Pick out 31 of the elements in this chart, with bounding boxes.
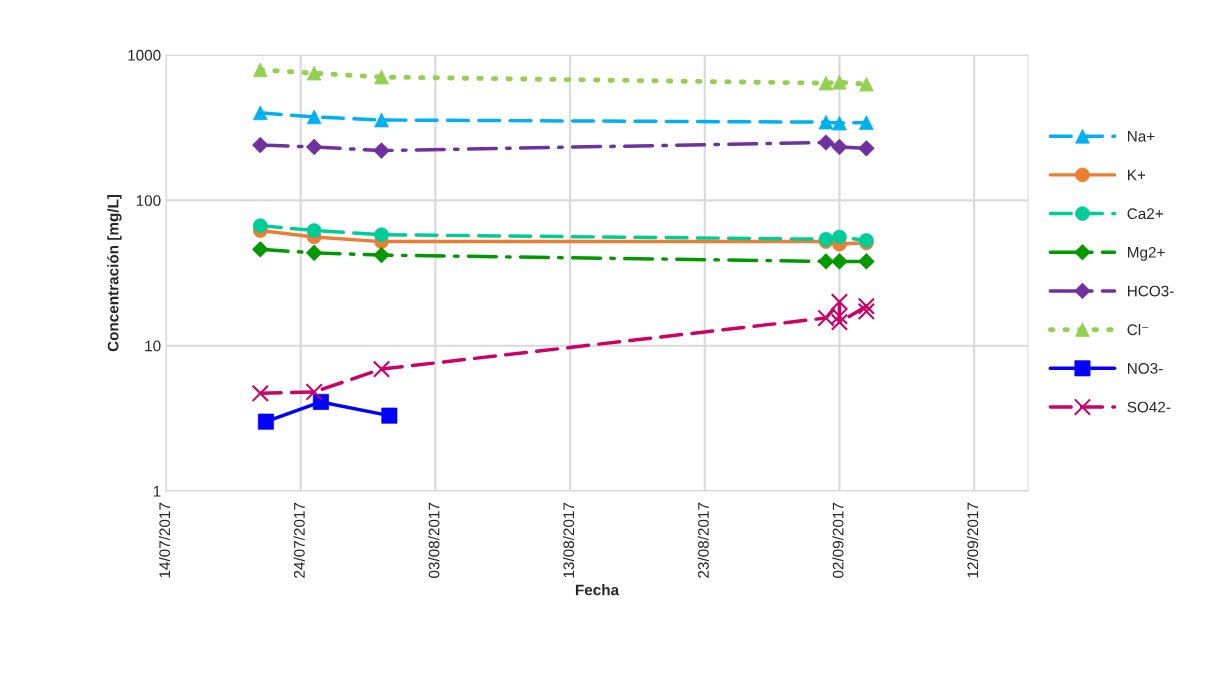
y-tick-label: 1: [153, 486, 161, 497]
point: [830, 313, 849, 331]
point: [857, 302, 876, 321]
legend-label: NO3-: [1128, 363, 1163, 374]
x-tick-label: 24/07/2017: [293, 502, 305, 578]
legend-label: K+: [1128, 169, 1146, 181]
legend-label: HCO3-: [1128, 285, 1174, 297]
point: [817, 134, 835, 151]
y-axis-title: Concentración [mg/L]: [107, 194, 122, 352]
legend-label: Ca2+: [1127, 208, 1163, 220]
legend-label: Cl⁻: [1127, 323, 1149, 336]
point: [372, 360, 391, 378]
legend-label: Mg2+: [1128, 246, 1165, 261]
x-tick-label: 13/08/2017: [562, 502, 575, 578]
legend-label: SO42-: [1127, 401, 1171, 413]
x-tick-label: 02/09/2017: [832, 502, 844, 578]
x-tick-label: 12/09/2017: [967, 502, 979, 578]
y-tick-label: 10: [145, 340, 161, 352]
x-axis-title: Fecha: [575, 584, 620, 596]
y-tick-label: 1000: [128, 49, 161, 61]
y-tick-label: 100: [136, 195, 161, 207]
point: [857, 297, 876, 315]
x-tick-label: 03/08/2017: [428, 502, 440, 578]
point: [312, 393, 329, 410]
x-tick-label: 14/07/2017: [158, 502, 171, 578]
x-tick-label: 23/08/2017: [697, 502, 709, 578]
legend-label: Na+: [1128, 131, 1155, 142]
point: [251, 384, 269, 402]
point: [830, 293, 849, 311]
point: [373, 246, 390, 264]
point: [305, 383, 323, 401]
